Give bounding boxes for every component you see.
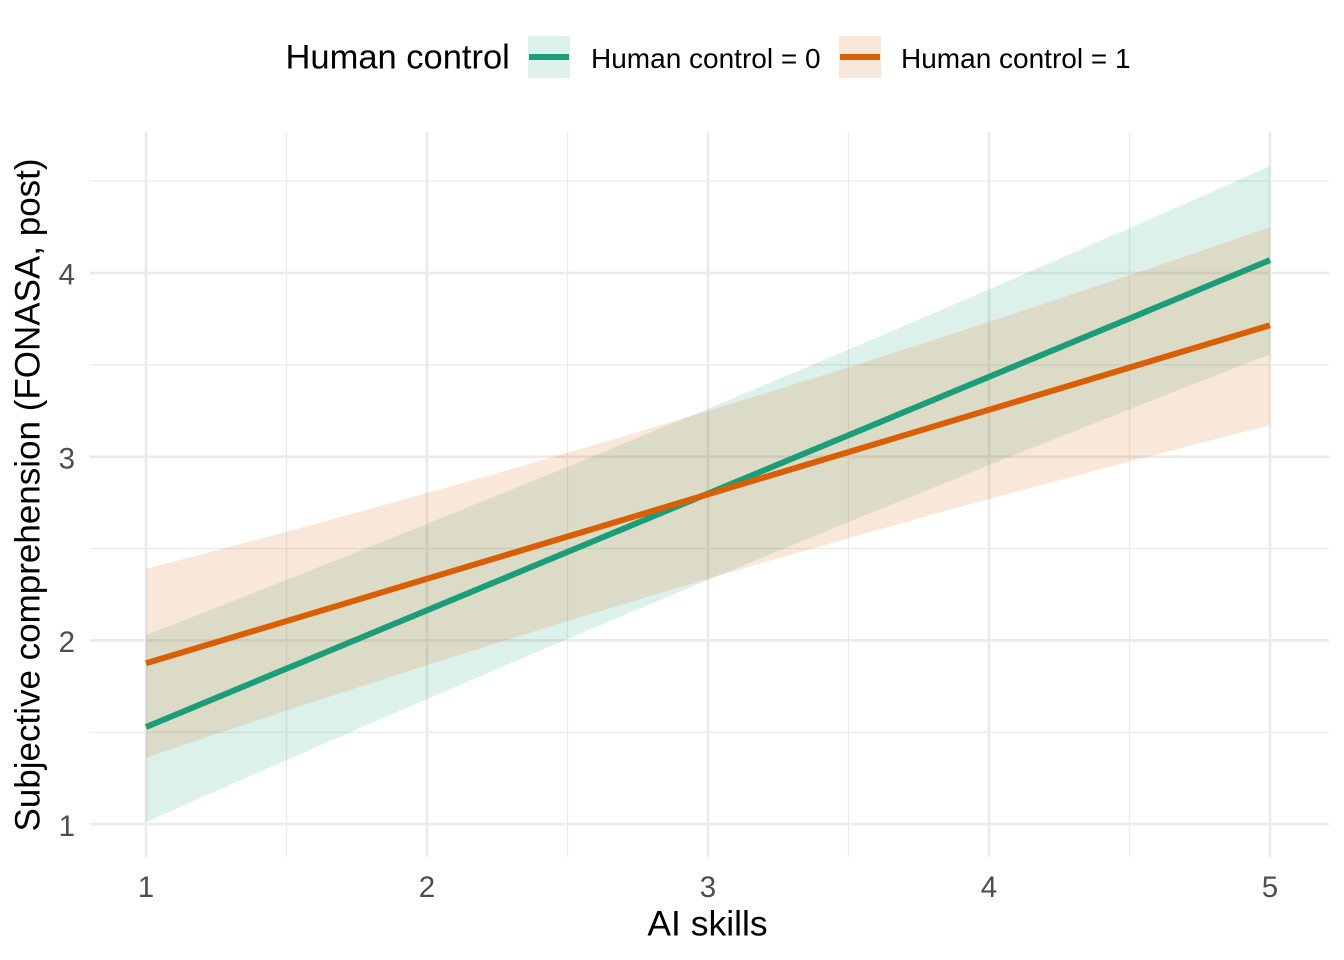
svg-text:AI skills: AI skills <box>647 904 767 944</box>
svg-text:3: 3 <box>59 442 75 475</box>
svg-text:Human control = 0: Human control = 0 <box>591 43 821 74</box>
svg-text:Subjective comprehension (FONA: Subjective comprehension (FONASA, post) <box>9 158 48 831</box>
svg-text:Human control = 1: Human control = 1 <box>901 43 1131 74</box>
svg-text:1: 1 <box>59 810 75 843</box>
svg-text:2: 2 <box>59 626 75 659</box>
svg-text:1: 1 <box>138 871 154 904</box>
svg-text:Human control: Human control <box>286 39 510 77</box>
svg-text:4: 4 <box>59 259 75 292</box>
svg-text:5: 5 <box>1262 871 1278 904</box>
svg-text:4: 4 <box>981 871 997 904</box>
svg-text:2: 2 <box>419 871 435 904</box>
svg-text:3: 3 <box>700 871 716 904</box>
